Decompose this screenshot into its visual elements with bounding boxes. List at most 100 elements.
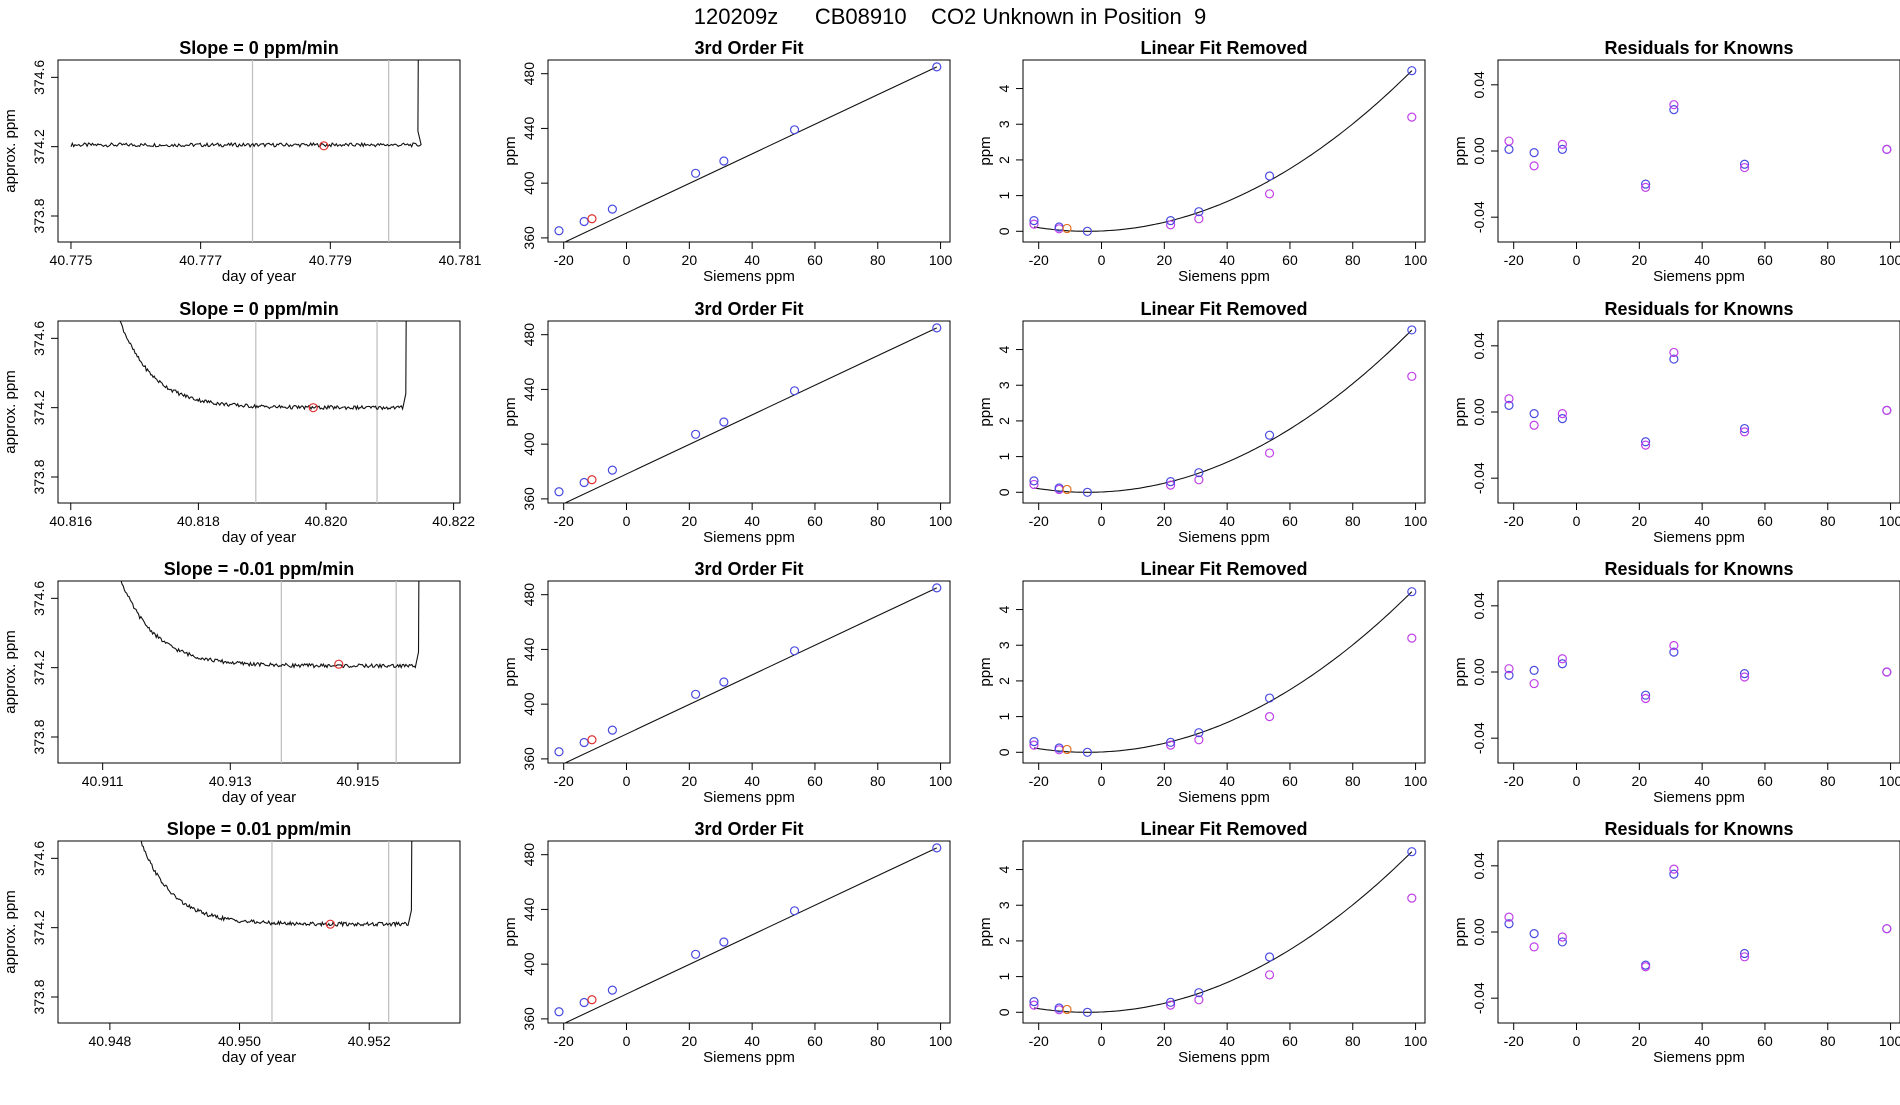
plot-area (1029, 847, 1417, 1017)
y-tick-label: 4 (996, 865, 1012, 873)
standard-point (1194, 468, 1204, 478)
residual-point (1882, 667, 1892, 677)
x-tick-label: 80 (1345, 773, 1361, 789)
residual-point (1557, 414, 1567, 424)
y-tick-label: 3 (996, 381, 1012, 389)
x-axis-label: day of year (222, 789, 296, 806)
y-tick-label: -0.04 (1471, 201, 1487, 233)
x-tick-label: 80 (1820, 1033, 1836, 1049)
standard-point (719, 156, 729, 166)
plot-area (1504, 347, 1892, 450)
plot-area (1504, 640, 1892, 704)
standard-point (579, 737, 589, 748)
x-tick-label: 40 (744, 773, 760, 789)
y-tick-label: 4 (996, 84, 1012, 92)
y-tick-label: 2 (996, 417, 1012, 425)
residual-point (1641, 437, 1651, 447)
plot-frame (547, 59, 951, 243)
standard-point (1407, 66, 1417, 76)
panel-2-2: 3rd Order Fit -20 0 20 40 60 80 100 Siemens ppm 3… (502, 299, 952, 546)
y-tick-label: 2 (996, 156, 1012, 164)
standard-point (1082, 226, 1092, 236)
y-tick-label: 3 (996, 901, 1012, 909)
plot-area (1504, 100, 1892, 192)
y-tick-label: 0.04 (1471, 592, 1487, 619)
panel-3-1: Slope = -0.01 ppm/min 40.911 40.913 40.915 d… (2, 559, 461, 806)
linear-removed-point (1194, 214, 1204, 224)
y-tick-label: 374.2 (31, 910, 47, 945)
x-axis-label: Siemens ppm (703, 268, 795, 285)
x-tick-label: 0 (1098, 513, 1106, 529)
panel-title: 3rd Order Fit (694, 559, 803, 579)
panel-title: Residuals for Knowns (1604, 559, 1793, 579)
y-axis-label: ppm (1452, 397, 1469, 426)
y-tick-label: 2 (996, 937, 1012, 945)
residual-point (1882, 405, 1892, 415)
standard-point (579, 216, 589, 227)
y-tick-label: 400 (521, 171, 537, 195)
panel-2-3: Linear Fit Removed-20 0 20 40 60 80 100Siemens… (977, 299, 1427, 546)
x-tick-label: 100 (929, 773, 953, 789)
x-tick-label: 100 (1404, 773, 1428, 789)
x-tick-label: 20 (1157, 773, 1173, 789)
y-tick-label: 374.2 (31, 129, 47, 164)
plot-area (1504, 864, 1892, 972)
standard-point (1264, 171, 1275, 181)
x-tick-label: 40.911 (82, 773, 124, 789)
standard-point (1407, 325, 1417, 335)
x-tick-label: 100 (1404, 513, 1428, 529)
y-tick-label: 374.6 (31, 581, 47, 616)
x-tick-label: -20 (1029, 1033, 1049, 1049)
y-tick-label: 400 (521, 692, 537, 716)
y-tick-label: 360 (521, 487, 537, 511)
x-axis-label: Siemens ppm (1178, 268, 1270, 285)
y-axis-label: ppm (1452, 657, 1469, 686)
residual-point (1504, 664, 1514, 674)
y-tick-label: 360 (521, 747, 537, 771)
x-tick-label: 40.822 (432, 513, 475, 529)
x-tick-label: 60 (1757, 513, 1773, 529)
linear-removed-point (1029, 219, 1039, 229)
standard-point (1264, 952, 1275, 962)
y-tick-label: 0.04 (1471, 852, 1487, 879)
panel-1-2: 3rd Order Fit -20 0 20 40 60 80 100 Siemens ppm 3… (502, 38, 952, 285)
x-tick-label: 80 (1345, 252, 1361, 268)
residual-point (1557, 659, 1567, 669)
panel-title: 3rd Order Fit (694, 38, 803, 58)
residual-point (1882, 144, 1892, 154)
y-axis-label: approx. ppm (2, 890, 19, 973)
plot-area (140, 841, 413, 1023)
x-axis-label: day of year (222, 1049, 296, 1066)
x-tick-label: 100 (1404, 1033, 1428, 1049)
residual-point (1529, 420, 1539, 430)
residual-point (1529, 929, 1539, 939)
x-tick-label: 0 (1098, 773, 1106, 789)
standard-point (1082, 747, 1092, 757)
linear-removed-point (1264, 970, 1275, 980)
x-tick-label: 40.952 (348, 1033, 391, 1049)
y-tick-label: 1 (996, 973, 1012, 981)
panel-4-1: Slope = 0.01 ppm/min 40.948 40.950 40.952 da… (2, 819, 461, 1066)
panel-title: Linear Fit Removed (1140, 559, 1307, 579)
standard-point (554, 747, 564, 757)
fit-curve (1033, 329, 1413, 493)
x-axis-label: Siemens ppm (703, 1049, 795, 1066)
x-tick-label: -20 (1029, 773, 1049, 789)
residual-point (1669, 105, 1679, 115)
residual-point (1504, 136, 1514, 146)
x-tick-label: 40 (1219, 773, 1235, 789)
x-axis-label: Siemens ppm (1178, 789, 1270, 806)
x-tick-label: 100 (929, 252, 953, 268)
x-tick-label: 60 (1757, 252, 1773, 268)
residual-point (1669, 640, 1679, 651)
linear-removed-point (1407, 633, 1417, 643)
x-tick-label: 100 (929, 1033, 953, 1049)
unknown-marker (334, 659, 344, 669)
unknown-marker (325, 919, 335, 929)
y-tick-label: 374.2 (31, 650, 47, 685)
y-tick-label: 4 (996, 345, 1012, 353)
panel-title: Slope = 0.01 ppm/min (167, 819, 352, 839)
plot-frame (547, 580, 951, 764)
residual-point (1529, 678, 1539, 689)
y-tick-label: 480 (521, 843, 537, 867)
